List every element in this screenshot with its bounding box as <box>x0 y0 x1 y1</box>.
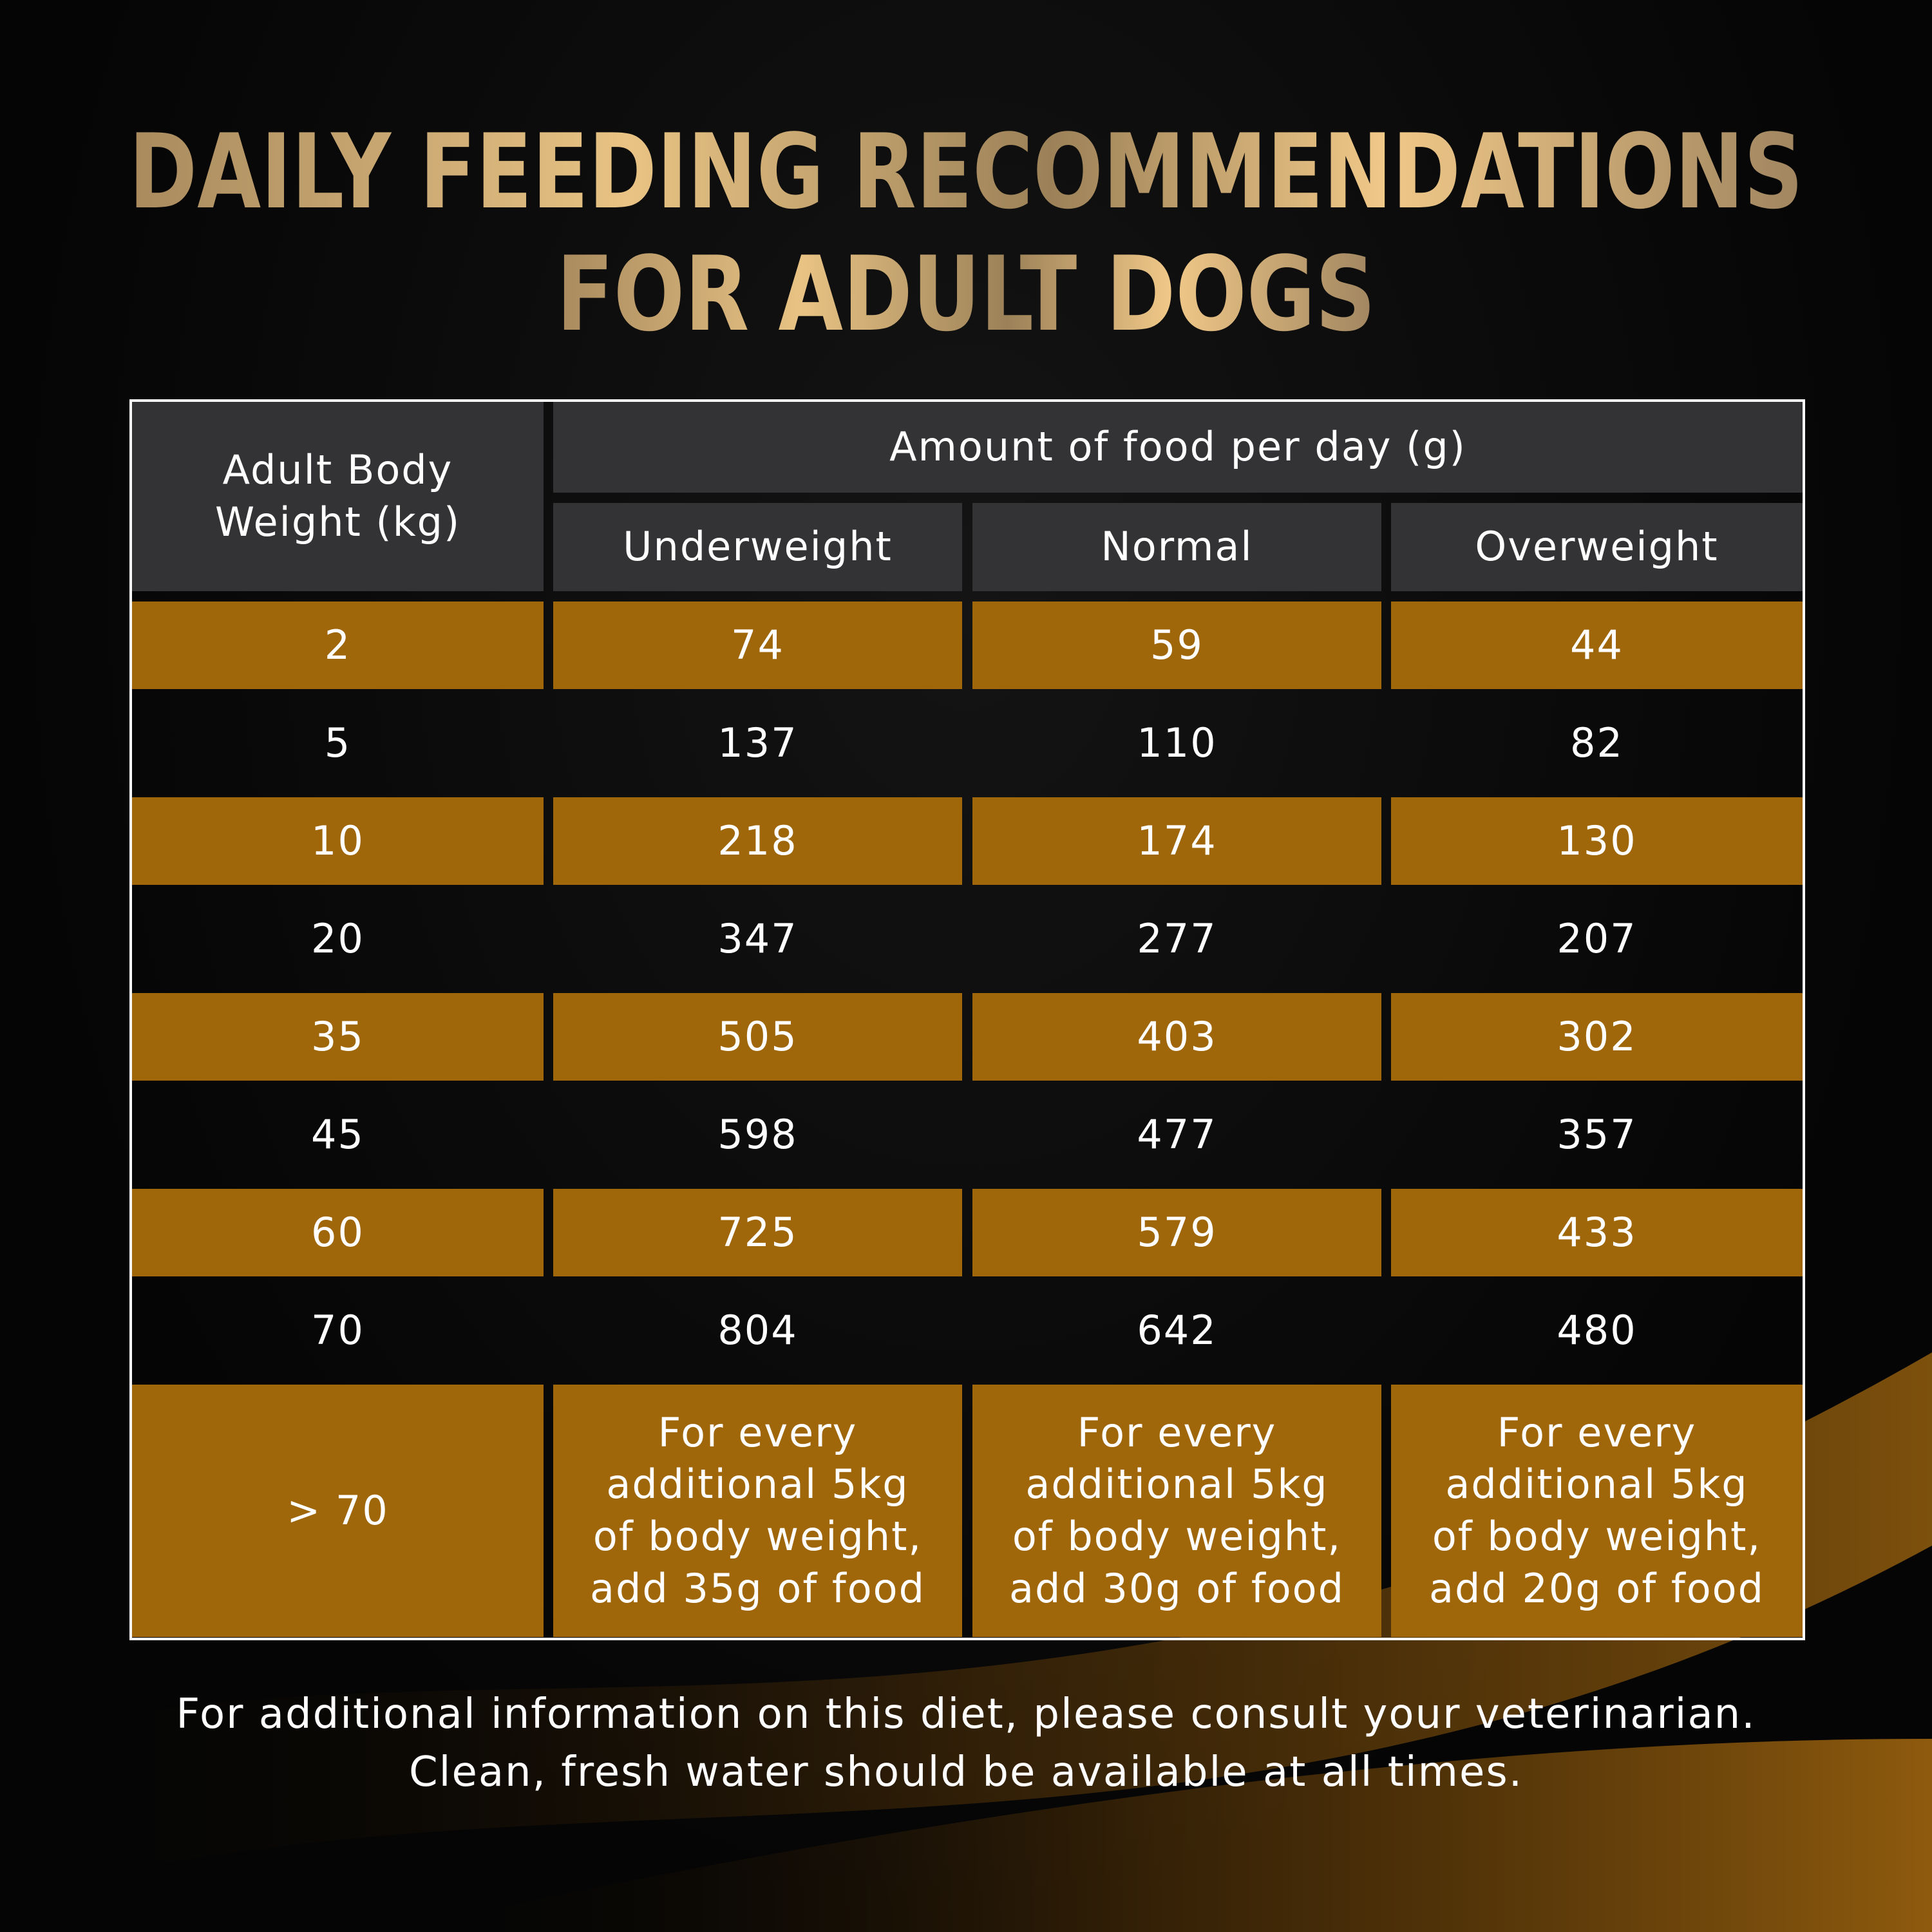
column-header: Underweight <box>553 503 962 591</box>
table-cell: 598 <box>717 1110 798 1158</box>
table-cell: 477 <box>1137 1110 1217 1158</box>
table-cell: 302 <box>1391 993 1803 1081</box>
table-cell: 347 <box>717 914 798 962</box>
header-cell: Adult Body Weight (kg) <box>132 402 544 591</box>
table-cell: 207 <box>1557 914 1637 962</box>
table-cell: 804 <box>717 1306 798 1354</box>
table-cell: For every additional 5kg of body weight,… <box>553 1385 962 1637</box>
swoosh <box>386 1739 1932 1932</box>
table-cell: 218 <box>553 797 962 885</box>
table-cell: 10 <box>132 797 544 885</box>
table-cell: 725 <box>553 1189 962 1276</box>
title: DAILY FEEDING RECOMMENDATIONS <box>129 111 1803 232</box>
table-cell: 5 <box>324 719 352 766</box>
table-cell: 2 <box>132 601 544 689</box>
table-cell: 403 <box>972 993 1381 1081</box>
table-cell: 137 <box>717 719 798 766</box>
table-cell: 45 <box>311 1110 365 1158</box>
table-cell: 480 <box>1557 1306 1637 1354</box>
swoosh <box>0 1352 1932 1900</box>
table-cell: 44 <box>1391 601 1803 689</box>
table-cell: 35 <box>132 993 544 1081</box>
table-border <box>129 399 1805 1640</box>
header-cell: Amount of food per day (g) <box>553 402 1803 493</box>
table-cell: 60 <box>132 1189 544 1276</box>
title: FOR ADULT DOGS <box>556 234 1376 354</box>
column-header: Normal <box>972 503 1381 591</box>
table-cell: 74 <box>553 601 962 689</box>
table-cell: 70 <box>311 1306 365 1354</box>
table-cell: 579 <box>972 1189 1381 1276</box>
table-cell: 433 <box>1391 1189 1803 1276</box>
column-header: Overweight <box>1391 503 1803 591</box>
table-cell: For every additional 5kg of body weight,… <box>972 1385 1381 1637</box>
table-cell: For every additional 5kg of body weight,… <box>1391 1385 1803 1637</box>
table-cell: 110 <box>1137 719 1217 766</box>
table-cell: > 70 <box>132 1385 544 1637</box>
table-cell: 357 <box>1557 1110 1637 1158</box>
table-cell: 505 <box>553 993 962 1081</box>
table-cell: 642 <box>1137 1306 1217 1354</box>
table-cell: 20 <box>311 914 365 962</box>
footer-text: For additional information on this diet,… <box>176 1690 1756 1738</box>
table-cell: 59 <box>972 601 1381 689</box>
table-cell: 277 <box>1137 914 1217 962</box>
table-cell: 82 <box>1570 719 1624 766</box>
table-cell: 174 <box>972 797 1381 885</box>
table-cell: 130 <box>1391 797 1803 885</box>
footer-text: Clean, fresh water should be available a… <box>408 1748 1524 1796</box>
